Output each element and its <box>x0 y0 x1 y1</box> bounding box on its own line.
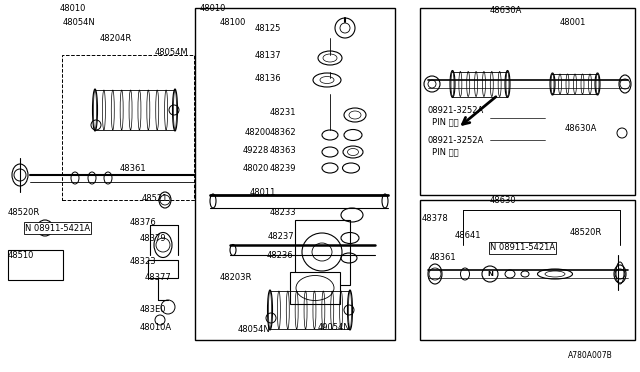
Text: PIN ピン: PIN ピン <box>432 118 459 126</box>
Text: 48521: 48521 <box>142 193 168 202</box>
Bar <box>62 55 194 200</box>
Text: 48011: 48011 <box>250 187 276 196</box>
Text: 48379: 48379 <box>140 234 166 243</box>
Text: 48001: 48001 <box>560 17 586 26</box>
Text: 48054M: 48054M <box>155 48 189 57</box>
Circle shape <box>482 266 498 282</box>
Bar <box>195 8 395 340</box>
Text: 48020: 48020 <box>243 164 269 173</box>
Text: 48520R: 48520R <box>570 228 602 237</box>
Text: 48520R: 48520R <box>8 208 40 217</box>
Bar <box>8 250 63 280</box>
Text: 48010A: 48010A <box>140 324 172 333</box>
Text: PIN ピン: PIN ピン <box>432 148 459 157</box>
Text: 48378: 48378 <box>422 214 449 222</box>
Text: 48630: 48630 <box>490 196 516 205</box>
Bar <box>420 200 635 340</box>
Bar <box>148 260 178 278</box>
Text: 48236: 48236 <box>267 251 294 260</box>
Text: 48376: 48376 <box>130 218 157 227</box>
Text: 48136: 48136 <box>255 74 282 83</box>
Text: 48361: 48361 <box>430 253 456 263</box>
Text: N: N <box>487 271 493 277</box>
Text: 48377: 48377 <box>145 273 172 282</box>
Text: 48137: 48137 <box>255 51 282 60</box>
Text: 48237: 48237 <box>268 231 294 241</box>
Text: 48010: 48010 <box>200 3 227 13</box>
Text: N 08911-5421A: N 08911-5421A <box>25 224 90 232</box>
Text: 48323: 48323 <box>130 257 157 266</box>
Text: 48363: 48363 <box>270 145 297 154</box>
Text: 48630A: 48630A <box>565 124 597 132</box>
Text: 48054N: 48054N <box>238 326 271 334</box>
Text: 48233: 48233 <box>270 208 296 217</box>
Text: N: N <box>42 225 48 231</box>
Text: 48510: 48510 <box>8 250 35 260</box>
Text: 48200: 48200 <box>245 128 271 137</box>
Text: 48239: 48239 <box>270 164 296 173</box>
Bar <box>290 272 340 304</box>
Text: 48054N: 48054N <box>63 17 96 26</box>
Text: 48125: 48125 <box>255 23 282 32</box>
Text: 48203R: 48203R <box>220 273 252 282</box>
Text: 48100: 48100 <box>220 17 246 26</box>
Circle shape <box>37 220 53 236</box>
Text: 08921-3252A: 08921-3252A <box>428 106 484 115</box>
Bar <box>420 8 635 195</box>
Text: 483E0: 483E0 <box>140 305 166 314</box>
Text: 48630A: 48630A <box>490 6 522 15</box>
Text: N 08911-5421A: N 08911-5421A <box>490 244 555 253</box>
Text: 08921-3252A: 08921-3252A <box>428 135 484 144</box>
Text: 48641: 48641 <box>455 231 481 240</box>
Text: 48362: 48362 <box>270 128 296 137</box>
Text: 48231: 48231 <box>270 108 296 116</box>
Text: 48010: 48010 <box>60 3 86 13</box>
Text: 48361: 48361 <box>120 164 147 173</box>
Text: 49228: 49228 <box>243 145 269 154</box>
Text: A780A007B: A780A007B <box>568 350 612 359</box>
Text: 49054N: 49054N <box>318 324 351 333</box>
Text: 48204R: 48204R <box>100 33 132 42</box>
Bar <box>295 220 350 285</box>
